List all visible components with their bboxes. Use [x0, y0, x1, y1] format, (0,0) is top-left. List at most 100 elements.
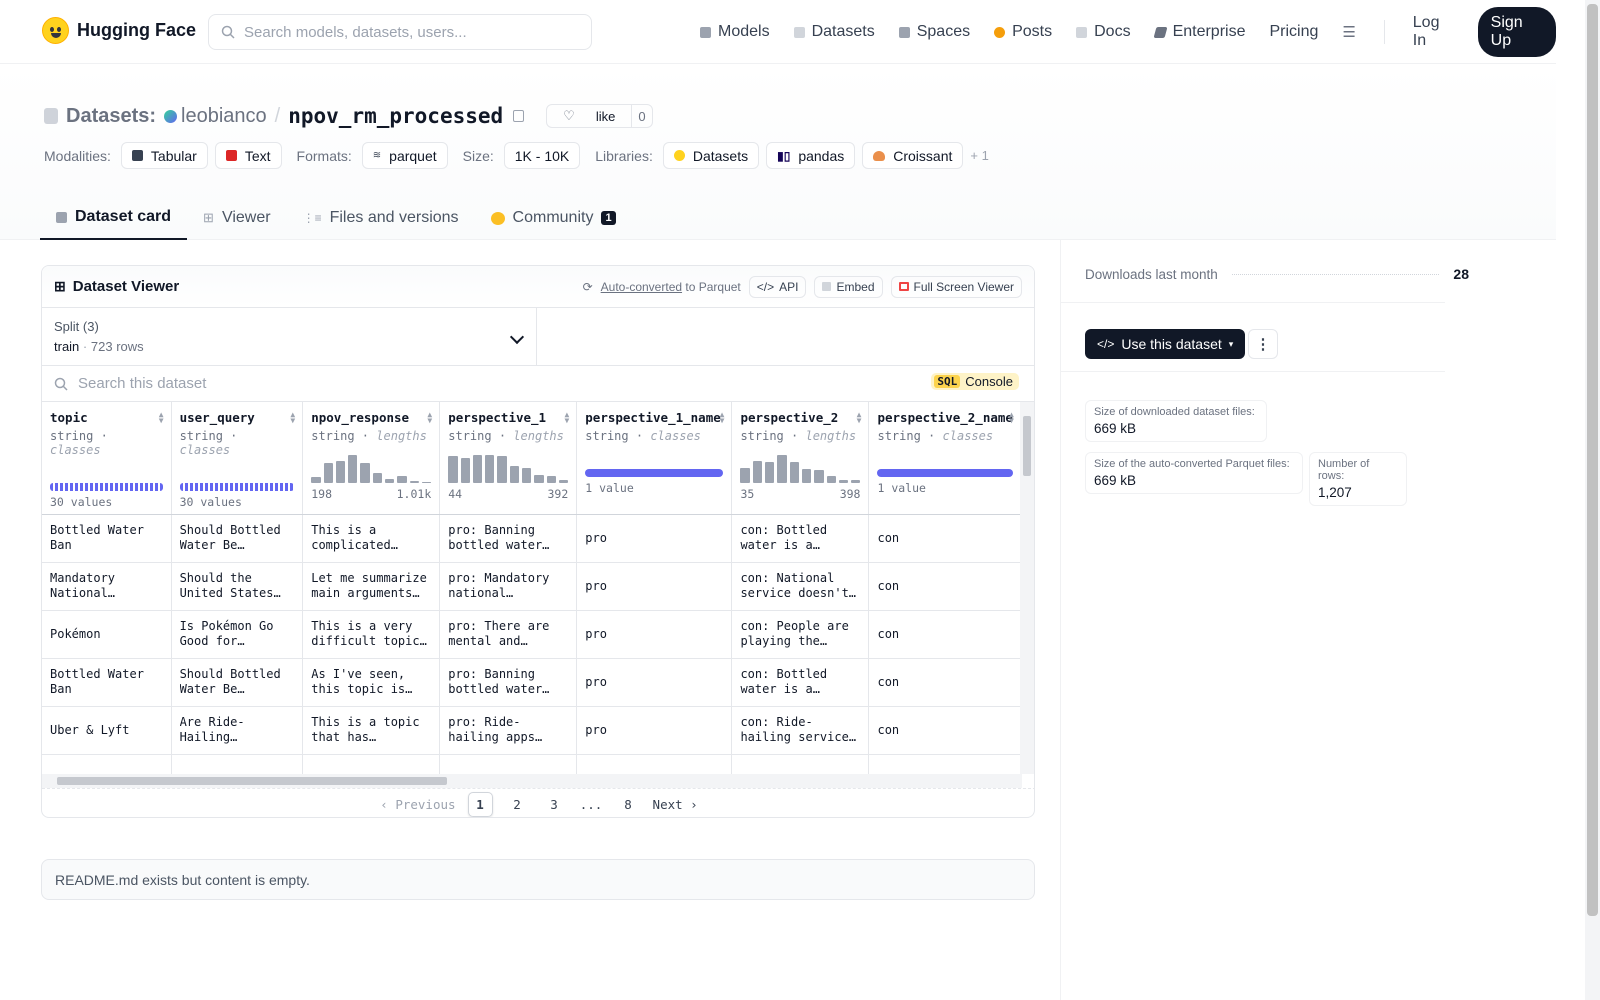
table-cell[interactable]: Is Pokémon Go Good for Society? — [171, 610, 304, 659]
histogram-bar[interactable] — [801, 469, 812, 483]
embed-button[interactable]: Embed — [814, 275, 883, 298]
table-row[interactable] — [42, 754, 1022, 774]
global-search-input[interactable] — [244, 23, 564, 41]
split-selector[interactable]: Split (3) train · 723 rows — [42, 308, 537, 365]
histogram-bar[interactable] — [335, 460, 346, 483]
table-cell[interactable]: con — [868, 514, 1022, 563]
histogram-bar[interactable] — [558, 480, 569, 483]
histogram-bar[interactable] — [826, 476, 836, 483]
histogram-bar[interactable] — [765, 462, 775, 483]
histogram-bar[interactable] — [397, 476, 407, 483]
sort-icon[interactable]: ▲ ▼ — [1009, 410, 1014, 425]
table-row[interactable]: Bottled Water Ban Should Bottled Water Be… — [42, 514, 1022, 563]
table-cell[interactable] — [576, 754, 733, 774]
tag-tabular[interactable]: Tabular — [120, 142, 208, 169]
table-cell[interactable]: Bottled Water Ban — [42, 658, 172, 707]
api-button[interactable]: </> API — [748, 275, 807, 298]
histogram-bar[interactable] — [409, 480, 419, 483]
histogram-bar[interactable] — [814, 470, 824, 483]
table-row[interactable]: Mandatory National Service Should the Uni… — [42, 562, 1022, 611]
histogram-bar[interactable] — [838, 480, 849, 483]
table-cell[interactable]: pro: Banning bottled water… — [439, 658, 578, 707]
histogram-bar[interactable] — [497, 456, 507, 483]
histogram-bar[interactable] — [421, 481, 432, 483]
histogram-bar[interactable] — [460, 457, 470, 483]
owner-link[interactable]: leobianco — [181, 104, 267, 127]
sort-icon[interactable]: ▲ ▼ — [290, 410, 296, 425]
histogram-bar[interactable] — [372, 473, 382, 483]
vertical-scroll-thumb[interactable] — [1023, 416, 1031, 476]
table-cell[interactable] — [171, 754, 304, 774]
histogram-bar[interactable] — [311, 477, 321, 483]
tab-community[interactable]: Community 1 — [475, 196, 632, 240]
table-cell[interactable]: pro: Ride-hailing apps are… — [439, 706, 578, 755]
libraries-more[interactable]: + 1 — [970, 148, 989, 163]
table-cell[interactable] — [42, 754, 172, 774]
histogram-bar[interactable] — [522, 467, 532, 483]
page-2[interactable]: 2 — [513, 796, 521, 812]
table-cell[interactable] — [439, 754, 578, 774]
table-cell[interactable]: Should Bottled Water Be Banned? — [171, 514, 304, 563]
nav-docs[interactable]: Docs — [1076, 23, 1131, 41]
nav-pricing[interactable]: Pricing — [1269, 23, 1319, 40]
classes-bar[interactable] — [179, 483, 295, 491]
table-cell[interactable]: Should the United States Have… — [171, 562, 304, 611]
table-cell[interactable]: This is a complicated issue… — [302, 514, 441, 563]
classes-bar[interactable] — [50, 483, 163, 491]
column-header-perspective-2-name[interactable]: perspective_2_name string · classes ▲ ▼ 1 va… — [868, 402, 1022, 515]
horizontal-scrollbar[interactable] — [42, 774, 1022, 788]
nav-enterprise[interactable]: Enterprise — [1153, 23, 1245, 41]
page-1[interactable]: 1 — [467, 791, 493, 817]
table-cell[interactable] — [302, 754, 441, 774]
sort-icon[interactable]: ▲ ▼ — [856, 410, 862, 425]
tag-text[interactable]: Text — [214, 142, 282, 169]
auto-converted-link[interactable]: Auto-converted — [600, 279, 683, 294]
table-cell[interactable]: pro — [576, 610, 733, 659]
page-3[interactable]: 3 — [550, 796, 558, 812]
vertical-scrollbar[interactable] — [1020, 402, 1034, 774]
histogram-bar[interactable] — [348, 455, 358, 483]
sort-icon[interactable]: ▲ ▼ — [719, 410, 725, 425]
table-cell[interactable]: Let me summarize main arguments… — [302, 562, 441, 611]
histogram-bar[interactable] — [472, 455, 483, 483]
more-menu-icon[interactable]: ☰ — [1342, 24, 1356, 41]
table-cell[interactable]: con: People are playing the game… — [731, 610, 870, 659]
nav-spaces[interactable]: Spaces — [898, 23, 970, 41]
table-cell[interactable]: Should Bottled Water Be Banned? — [171, 658, 304, 707]
classes-bar[interactable] — [877, 469, 1013, 477]
nav-models[interactable]: Models — [700, 23, 770, 41]
login-link[interactable]: Log In — [1412, 14, 1440, 49]
classes-bar[interactable] — [585, 469, 724, 477]
table-cell[interactable]: con: Bottled water is a practical… — [731, 514, 870, 563]
tag-datasets[interactable]: Datasets — [662, 142, 760, 169]
histogram-bar[interactable] — [546, 476, 556, 483]
sort-icon[interactable]: ▲ ▼ — [564, 410, 570, 425]
table-cell[interactable]: This is a topic that has recently… — [302, 706, 441, 755]
datasets-prefix[interactable]: Datasets: — [66, 104, 157, 127]
horizontal-scroll-thumb[interactable] — [57, 777, 447, 785]
tag-pandas[interactable]: ▮▯ pandas — [766, 142, 856, 169]
dataset-name[interactable]: npov_rm_processed — [288, 104, 504, 128]
table-cell[interactable]: con: National service doesn't… — [731, 562, 870, 611]
histogram-bar[interactable] — [752, 460, 763, 483]
table-cell[interactable]: pro — [576, 562, 733, 611]
dataset-search[interactable]: Search this dataset SQL Console — [42, 366, 1034, 402]
use-dataset-button[interactable]: </> Use this dataset ▾ — [1085, 329, 1246, 359]
tab-viewer[interactable]: ⊞ Viewer — [187, 196, 287, 240]
table-cell[interactable]: Are Ride-Hailing Companies a… — [171, 706, 304, 755]
column-header-topic[interactable]: topic string · classes ▲ ▼ 30 values — [42, 402, 172, 515]
tab-files[interactable]: ⋮≡ Files and versions — [287, 196, 475, 240]
table-cell[interactable]: pro: There are mental and… — [439, 610, 578, 659]
page-scroll-thumb[interactable] — [1587, 4, 1598, 916]
histogram-bar[interactable] — [360, 463, 370, 483]
length-histogram[interactable] — [740, 455, 861, 483]
table-cell[interactable]: pro — [576, 658, 733, 707]
table-row[interactable]: Uber & Lyft Are Ride-Hailing Companies a…… — [42, 706, 1022, 755]
next-page[interactable]: Next › — [652, 796, 698, 812]
table-cell[interactable]: pro — [576, 514, 733, 563]
page-scrollbar[interactable] — [1585, 0, 1600, 1000]
table-cell[interactable]: Mandatory National Service — [42, 562, 172, 611]
table-row[interactable]: Pokémon Is Pokémon Go Good for Society? Th… — [42, 610, 1022, 659]
table-cell[interactable]: pro: Banning bottled water… — [439, 514, 578, 563]
column-header-perspective-1-name[interactable]: perspective_1_name string · classes ▲ ▼ 1 va… — [576, 402, 733, 515]
